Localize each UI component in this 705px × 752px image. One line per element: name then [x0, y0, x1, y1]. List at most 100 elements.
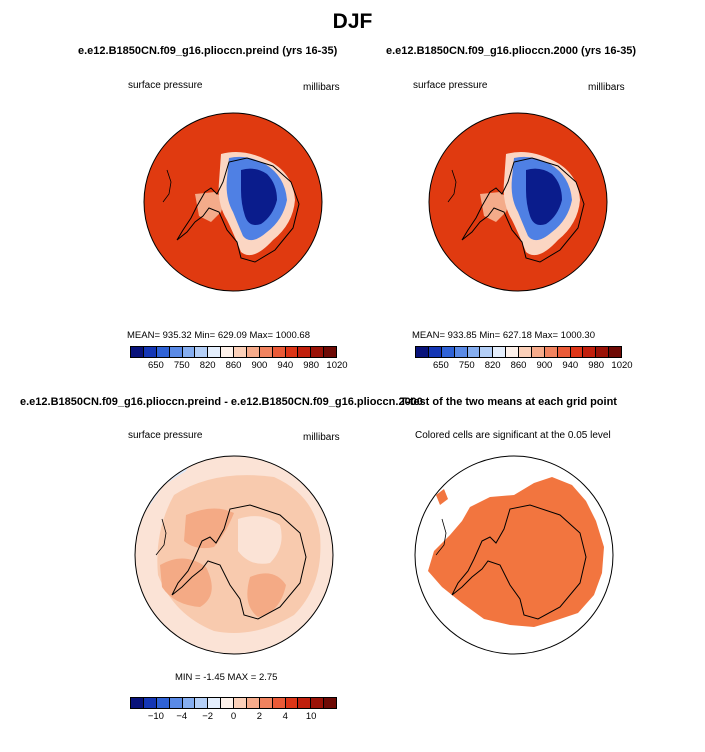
colorbar-tick-label: 820 — [199, 360, 216, 371]
panel1-coastline-west — [162, 169, 172, 203]
colorbar-swatch — [298, 698, 312, 708]
colorbar-swatch — [272, 347, 286, 357]
colorbar-swatch — [544, 347, 558, 357]
panel3-colorbar — [130, 697, 337, 709]
colorbar-swatch — [272, 698, 286, 708]
panel1-plateau-core — [241, 168, 277, 225]
colorbar-swatch — [298, 347, 312, 357]
panel3-inner-light-region — [238, 516, 282, 564]
panel4-coastline — [451, 504, 587, 620]
colorbar-swatch — [467, 347, 481, 357]
colorbar-swatch — [324, 347, 336, 357]
colorbar-tick-label: 4 — [282, 711, 288, 722]
panel1-units-label: millibars — [303, 82, 340, 93]
panel1-coastline — [176, 157, 300, 263]
colorbar-tick-label: 0 — [230, 711, 237, 722]
panel3-variable-label: surface pressure — [128, 430, 203, 441]
colorbar-tick-label: 900 — [536, 360, 553, 371]
colorbar-swatch — [234, 347, 247, 357]
panel2-coastline-west — [447, 169, 457, 203]
panel3-title: e.e12.B1850CN.f09_g16.plioccn.preind - e… — [20, 396, 423, 408]
colorbar-tick-label: 1020 — [326, 360, 348, 371]
panel2-coastline — [461, 157, 585, 263]
figure-title: DJF — [332, 10, 373, 33]
colorbar-tick-label: 860 — [510, 360, 527, 371]
panel2-colorbar — [415, 346, 622, 358]
colorbar-swatch — [480, 347, 494, 357]
panel1-colorbar — [130, 346, 337, 358]
colorbar-swatch — [182, 347, 196, 357]
panel2-title: e.e12.B1850CN.f09_g16.plioccn.2000 (yrs … — [386, 45, 637, 57]
colorbar-swatch — [156, 698, 170, 708]
colorbar-tick-label: 820 — [484, 360, 501, 371]
colorbar-swatch — [131, 698, 144, 708]
colorbar-tick-label: 900 — [251, 360, 268, 371]
panel1-stats: MEAN= 935.32 Min= 629.09 Max= 1000.68 — [127, 330, 310, 341]
colorbar-tick-label: −2 — [202, 711, 214, 722]
colorbar-tick-label: 980 — [303, 360, 320, 371]
colorbar-swatch — [131, 347, 144, 357]
colorbar-swatch — [519, 347, 532, 357]
panel2-units-label: millibars — [588, 82, 625, 93]
colorbar-swatch — [493, 347, 507, 357]
colorbar-tick-label: 750 — [458, 360, 475, 371]
colorbar-swatch — [195, 347, 209, 357]
panel1-peninsula-field — [195, 192, 225, 222]
panel4-coastline-west — [435, 518, 447, 556]
colorbar-swatch — [311, 698, 325, 708]
colorbar-swatch — [441, 347, 455, 357]
panel3-mid-region — [157, 475, 321, 633]
colorbar-tick-label: 650 — [147, 360, 164, 371]
colorbar-tick-label: 750 — [173, 360, 190, 371]
colorbar-tick-label: 940 — [562, 360, 579, 371]
panel4-label: Colored cells are significant at the 0.0… — [415, 430, 611, 441]
colorbar-swatch — [324, 698, 336, 708]
colorbar-swatch — [454, 347, 468, 357]
colorbar-swatch — [285, 347, 299, 357]
colorbar-swatch — [195, 698, 209, 708]
colorbar-swatch — [506, 347, 519, 357]
colorbar-tick-label: 650 — [432, 360, 449, 371]
colorbar-swatch — [246, 347, 260, 357]
panel3-high-region-c — [247, 573, 286, 617]
panel1-variable-label: surface pressure — [128, 80, 203, 91]
colorbar-swatch — [156, 347, 170, 357]
panel2-stats: MEAN= 933.85 Min= 627.18 Max= 1000.30 — [412, 330, 595, 341]
colorbar-swatch — [143, 347, 157, 357]
panel3-coastline — [171, 504, 307, 620]
panel2-peninsula-field — [480, 192, 510, 222]
colorbar-swatch — [182, 698, 196, 708]
panel4-title: T-test of the two means at each grid poi… — [400, 396, 617, 408]
panel2-map — [428, 112, 608, 292]
colorbar-tick-label: 940 — [277, 360, 294, 371]
colorbar-swatch — [259, 698, 273, 708]
panel3-high-region-a — [184, 508, 234, 549]
colorbar-tick-label: 860 — [225, 360, 242, 371]
colorbar-swatch — [169, 698, 183, 708]
panel3-colorbar-ticks: −10 −4 −2 0 2 4 10 — [130, 711, 337, 725]
colorbar-swatch — [208, 347, 222, 357]
colorbar-swatch — [583, 347, 597, 357]
colorbar-tick-label: 2 — [256, 711, 263, 722]
panel2-variable-label: surface pressure — [413, 80, 488, 91]
panel2-plateau-core — [526, 168, 562, 225]
colorbar-swatch — [234, 698, 247, 708]
panel3-units-label: millibars — [303, 432, 340, 443]
colorbar-swatch — [596, 347, 610, 357]
colorbar-swatch — [221, 698, 234, 708]
colorbar-swatch — [143, 698, 157, 708]
panel3-stats: MIN = -1.45 MAX = 2.75 — [175, 672, 278, 683]
colorbar-swatch — [221, 347, 234, 357]
colorbar-swatch — [609, 347, 621, 357]
colorbar-tick-label: 1020 — [611, 360, 633, 371]
colorbar-swatch — [311, 347, 325, 357]
colorbar-swatch — [285, 698, 299, 708]
panel1-colorbar-ticks: 650 750 820 860 900 940 980 1020 — [130, 360, 348, 374]
colorbar-swatch — [531, 347, 545, 357]
colorbar-swatch — [416, 347, 429, 357]
colorbar-swatch — [208, 698, 222, 708]
panel4-significant-cells-small — [436, 489, 448, 505]
colorbar-tick-label: 10 — [305, 711, 317, 722]
panel3-coastline-west — [155, 518, 167, 556]
colorbar-swatch — [259, 347, 273, 357]
